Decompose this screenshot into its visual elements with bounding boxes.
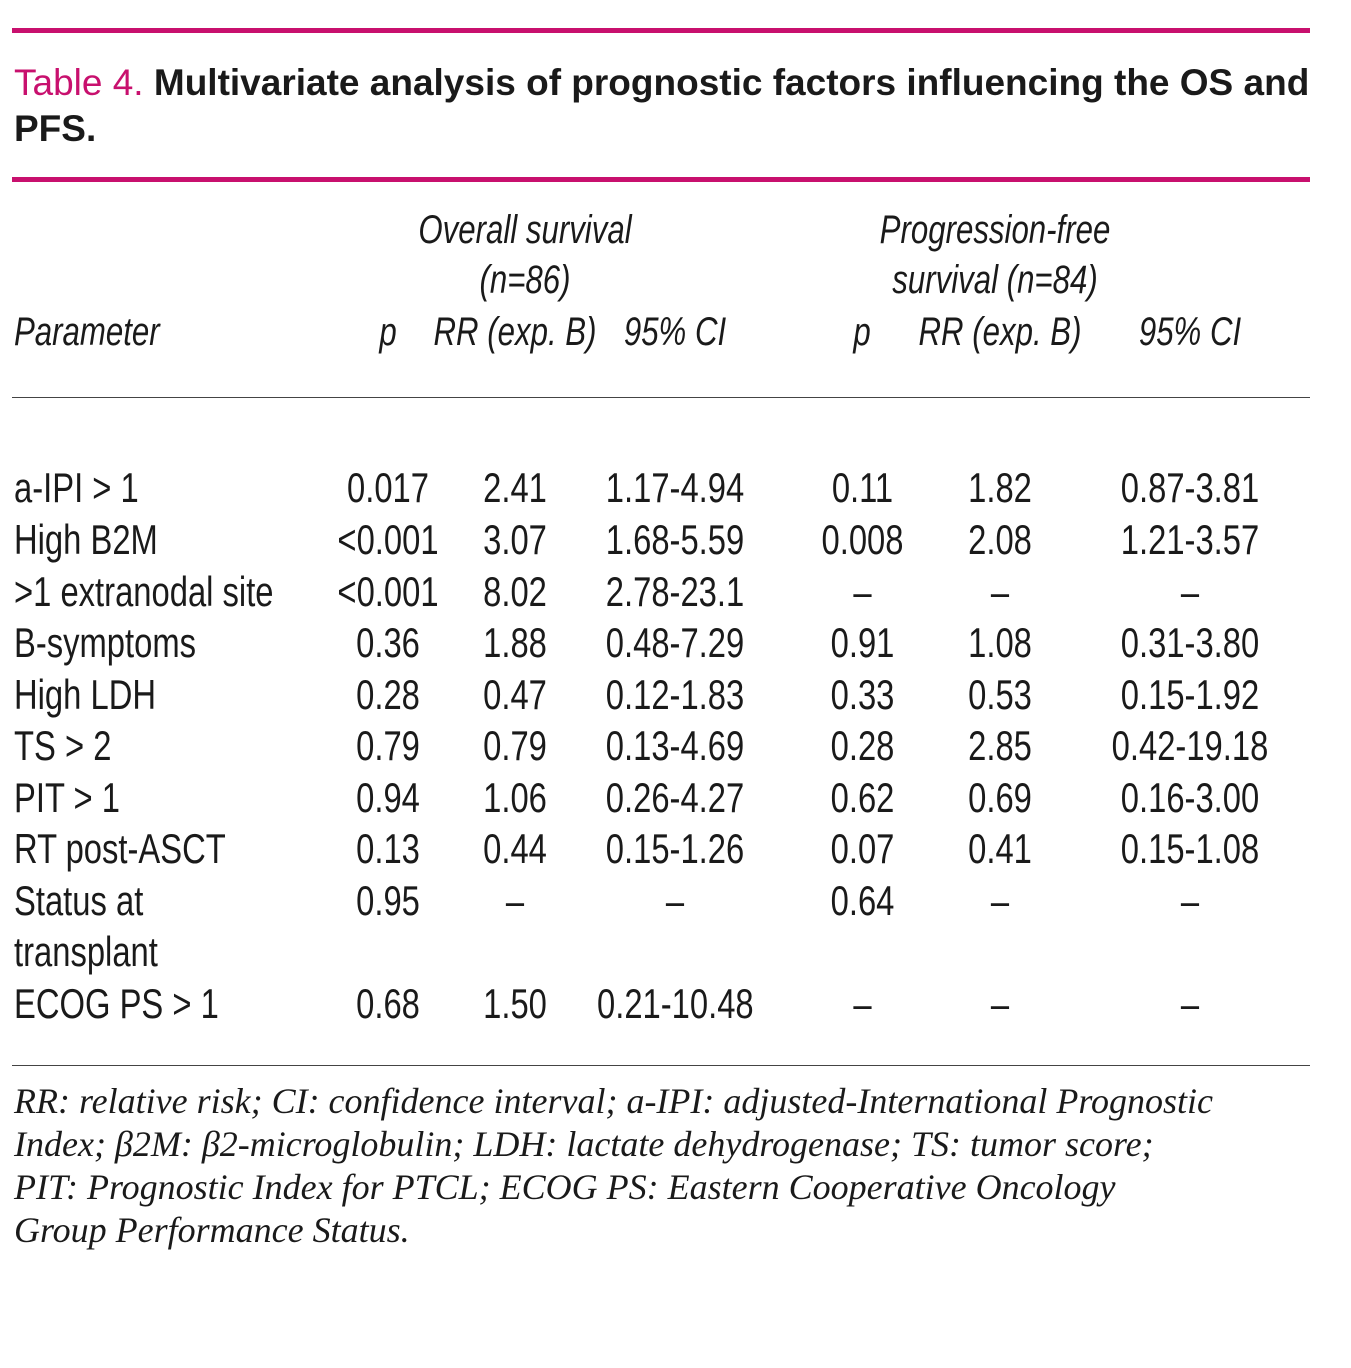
table-row-4-os-ci: 0.12-1.83 [605,671,745,718]
table-row-1-os-p: <0.001 [337,516,439,563]
table-row-8-param: Status at [14,877,144,924]
table-row-2-param: >1 extranodal site [14,568,274,615]
footer-divider [12,1065,1310,1066]
table-row-5-param: TS > 2 [14,722,112,769]
pfs-ci-header: 95% CI [1138,310,1242,354]
table-row-6-param: PIT > 1 [14,774,120,821]
table-row-7-pfs-rr: 0.41 [968,825,1032,872]
table-row-0-param: a-IPI > 1 [14,464,139,511]
table-row-0-pfs-rr: 1.82 [968,464,1032,511]
table-row-6-pfs-ci: 0.16-3.00 [1120,774,1260,821]
table-row-9-os-p: 0.68 [356,980,420,1027]
table-row-5-os-ci: 0.13-4.69 [605,722,745,769]
table-row-4-os-p: 0.28 [356,671,420,718]
table-row-0-os-rr: 2.41 [483,464,547,511]
table-row-2-pfs-rr: – [990,568,1010,615]
os-group-header-line2: (n=86) [479,258,571,302]
caption-accent-rule [12,177,1310,182]
table-row-9-param: ECOG PS > 1 [14,980,219,1027]
table-row-7-pfs-p: 0.07 [830,825,895,872]
table-row-3-os-rr: 1.88 [483,619,547,666]
table-row-8-pfs-ci: – [1180,877,1200,924]
table-row-2-pfs-p: – [853,568,872,615]
table-row-6-pfs-p: 0.62 [830,774,895,821]
table-row-7-param: RT post-ASCT [14,825,226,872]
table-caption: Table 4. Multivariate analysis of progno… [14,60,1324,152]
table-row-6-os-ci: 0.26-4.27 [605,774,745,821]
table-row-9-pfs-ci: – [1180,980,1200,1027]
table-row-1-pfs-rr: 2.08 [968,516,1032,563]
table-row-2-os-p: <0.001 [337,568,439,615]
table-row-5-pfs-rr: 2.85 [968,722,1032,769]
table-row-6-os-p: 0.94 [356,774,420,821]
table-row-2-os-ci: 2.78-23.1 [605,568,745,615]
table-row-4-os-rr: 0.47 [483,671,547,718]
table-row-7-pfs-ci: 0.15-1.08 [1120,825,1260,872]
table-row-9-pfs-p: – [853,980,872,1027]
table-label: Table 4. [14,62,144,103]
table-row-8-param-line2: transplant [14,928,158,975]
table-row-3-param: B-symptoms [14,619,197,666]
table-row-8-pfs-p: 0.64 [830,877,895,924]
table-row-3-pfs-ci: 0.31-3.80 [1120,619,1260,666]
top-accent-rule [12,28,1310,33]
table-row-3-pfs-rr: 1.08 [968,619,1032,666]
table-row-7-os-p: 0.13 [356,825,420,872]
os-ci-header: 95% CI [623,310,727,354]
pfs-group-header-line2: survival (n=84) [892,258,1098,302]
os-rr-header: RR (exp. B) [433,310,597,354]
pfs-rr-header: RR (exp. B) [918,310,1082,354]
os-group-header-line1: Overall survival [418,208,632,252]
os-p-header: p [379,310,397,354]
table-row-8-os-rr: – [505,877,525,924]
table-row-4-param: High LDH [14,671,157,718]
table-row-2-os-rr: 8.02 [483,568,547,615]
table-row-5-pfs-ci: 0.42-19.18 [1111,722,1269,769]
table-row-1-param: High B2M [14,516,158,563]
table-row-1-pfs-ci: 1.21-3.57 [1120,516,1260,563]
table-row-2-pfs-ci: – [1180,568,1200,615]
table-row-7-os-rr: 0.44 [483,825,547,872]
table-row-6-pfs-rr: 0.69 [968,774,1032,821]
table-row-7-os-ci: 0.15-1.26 [605,825,745,872]
table-row-4-pfs-rr: 0.53 [968,671,1032,718]
table-row-6-os-rr: 1.06 [483,774,547,821]
table-row-4-pfs-p: 0.33 [830,671,895,718]
table-row-3-os-ci: 0.48-7.29 [605,619,745,666]
table-row-9-os-rr: 1.50 [483,980,547,1027]
table-row-5-os-rr: 0.79 [483,722,547,769]
table-row-0-pfs-p: 0.11 [831,464,894,511]
table-row-0-os-p: 0.017 [347,464,429,511]
pfs-p-header: p [853,310,871,354]
table-row-5-pfs-p: 0.28 [830,722,895,769]
table-title: Multivariate analysis of prognostic fact… [14,62,1310,149]
table-row-8-pfs-rr: – [990,877,1010,924]
header-divider [12,397,1310,398]
table-row-9-os-ci: 0.21-10.48 [597,980,754,1027]
pfs-group-header-line1: Progression-free [879,208,1111,252]
table-row-0-os-ci: 1.17-4.94 [605,464,745,511]
table-row-8-os-p: 0.95 [356,877,420,924]
table-row-1-pfs-p: 0.008 [821,516,904,563]
table-row-3-os-p: 0.36 [356,619,420,666]
table-row-3-pfs-p: 0.91 [830,619,895,666]
table-row-8-os-ci: – [665,877,685,924]
table-row-9-pfs-rr: – [990,980,1010,1027]
table-row-1-os-ci: 1.68-5.59 [605,516,745,563]
table-footnote: RR: relative risk; CI: confidence interv… [14,1081,1214,1250]
parameter-header: Parameter [14,310,160,354]
table-row-5-os-p: 0.79 [356,722,420,769]
table-row-0-pfs-ci: 0.87-3.81 [1120,464,1260,511]
table-row-1-os-rr: 3.07 [483,516,547,563]
table-row-4-pfs-ci: 0.15-1.92 [1120,671,1260,718]
